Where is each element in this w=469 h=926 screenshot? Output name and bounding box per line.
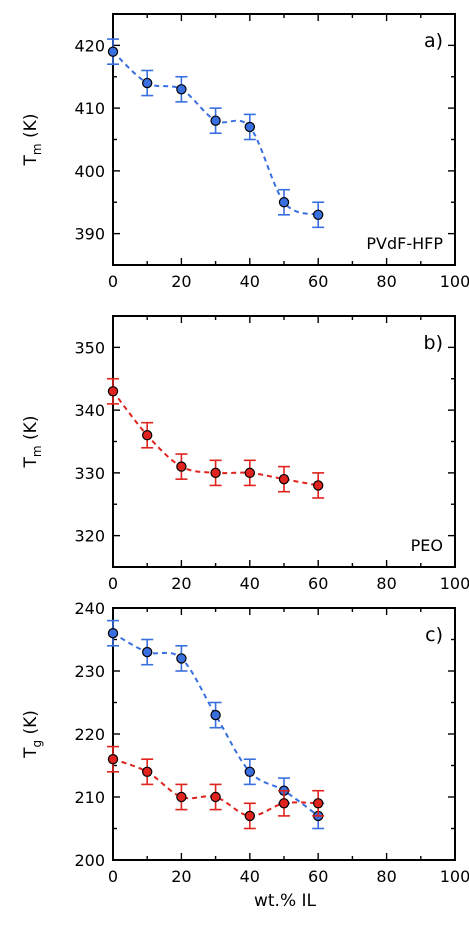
panel-c: 0 20 40 60 80 100 200 210 220 230 240 Tg (K) c) xyxy=(21,599,469,886)
x-tick-label: 80 xyxy=(376,574,396,593)
x-axis-title: wt.% IL xyxy=(254,891,317,911)
y-tick-label: 220 xyxy=(74,725,105,744)
panel-label: c) xyxy=(425,624,443,646)
y-tick-label: 210 xyxy=(74,788,105,807)
panel-annotation: PEO xyxy=(411,536,443,555)
panel-label: b) xyxy=(424,332,443,354)
y-tick-label: 400 xyxy=(74,162,105,181)
x-tick-label: 100 xyxy=(440,272,469,291)
panel-a: 0 20 40 60 80 100 390 400 410 420 Tm (K) a) PVdF-HFP xyxy=(21,13,469,291)
y-tick-label: 350 xyxy=(74,338,105,357)
y-tick-label: 330 xyxy=(74,464,105,483)
data-point xyxy=(210,709,221,721)
data-point xyxy=(141,766,153,778)
data-point xyxy=(176,84,187,95)
y-tick-label: 420 xyxy=(74,36,105,55)
data-point xyxy=(313,798,324,809)
data-point xyxy=(210,791,221,803)
x-tick-label: 20 xyxy=(171,574,191,593)
y-tick-label: 320 xyxy=(74,527,105,546)
x-tick-label: 80 xyxy=(376,867,396,886)
data-point xyxy=(141,430,153,441)
data-point xyxy=(313,209,324,220)
y-tick-label: 240 xyxy=(74,599,105,618)
y-axis-title-main: T xyxy=(21,154,41,166)
data-point xyxy=(210,467,221,479)
x-tick-label: 100 xyxy=(440,867,469,886)
x-tick-label: 100 xyxy=(440,574,469,593)
x-tick-label: 80 xyxy=(376,272,396,291)
data-point xyxy=(107,754,119,765)
plot-frame xyxy=(112,607,456,861)
plot-frame xyxy=(112,315,456,568)
data-point xyxy=(313,480,324,491)
data-point xyxy=(244,810,255,822)
data-point xyxy=(278,798,290,809)
x-tick-label: 20 xyxy=(171,272,191,291)
x-tick-label: 40 xyxy=(240,574,260,593)
y-tick-label: 200 xyxy=(74,851,105,870)
x-tick-label: 60 xyxy=(308,272,328,291)
panel-b: 0 20 40 60 80 100 320 330 340 350 Tm (K) b) PEO xyxy=(21,315,469,593)
y-axis-title-unit: (K) xyxy=(21,710,41,740)
panel-annotation: PVdF-HFP xyxy=(366,234,443,253)
y-tick-label: 390 xyxy=(74,225,105,244)
y-axis-title-unit: (K) xyxy=(21,114,41,144)
x-tick-label: 40 xyxy=(240,272,260,291)
y-tick-label: 340 xyxy=(74,401,105,420)
data-point xyxy=(210,115,221,126)
y-tick-label: 230 xyxy=(74,662,105,681)
y-tick-label: 410 xyxy=(74,99,105,118)
data-point xyxy=(176,653,187,664)
plot-frame xyxy=(112,13,456,266)
y-axis-title-sub: m xyxy=(30,445,44,457)
x-tick-label: 60 xyxy=(308,867,328,886)
data-point xyxy=(107,46,119,57)
x-tick-label: 60 xyxy=(308,574,328,593)
data-point xyxy=(278,197,290,208)
y-axis-title-sub: g xyxy=(30,740,44,748)
y-axis-title: Tm (K) xyxy=(21,416,44,469)
data-point xyxy=(107,628,119,639)
data-point xyxy=(278,473,290,485)
data-point xyxy=(141,646,153,658)
y-axis-title: Tm (K) xyxy=(21,114,44,167)
x-tick-label: 40 xyxy=(240,867,260,886)
panel-label: a) xyxy=(424,30,443,52)
x-tick-label: 0 xyxy=(108,574,118,593)
data-point xyxy=(244,766,255,778)
data-point xyxy=(141,77,153,89)
y-axis-title: Tg (K) xyxy=(21,710,44,759)
x-tick-label: 20 xyxy=(171,867,191,886)
data-point xyxy=(176,791,187,803)
x-tick-label: 0 xyxy=(108,867,118,886)
y-axis-title-unit: (K) xyxy=(21,416,41,446)
x-tick-label: 0 xyxy=(108,272,118,291)
y-axis-title-main: T xyxy=(21,747,41,759)
y-axis-title-sub: m xyxy=(30,143,44,155)
data-point xyxy=(244,121,255,133)
y-axis-title-main: T xyxy=(21,456,41,468)
data-point xyxy=(107,386,119,397)
data-point xyxy=(176,461,187,472)
data-point xyxy=(244,467,255,479)
